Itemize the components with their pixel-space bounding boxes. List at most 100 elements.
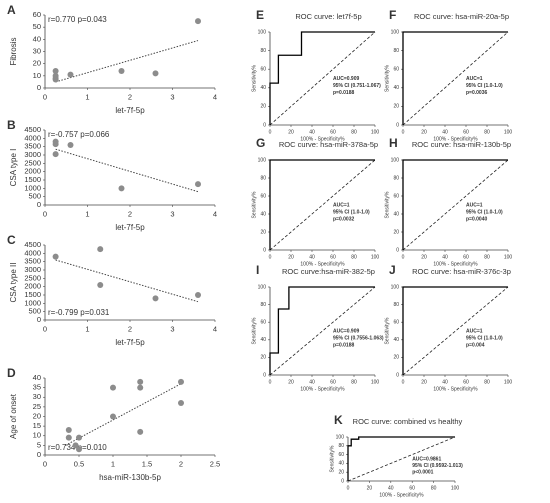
trend-line	[55, 40, 199, 83]
y-tick-label: 20	[260, 355, 266, 361]
trend-line	[55, 259, 199, 303]
y-tick-label: 20	[33, 411, 41, 420]
y-tick-label: 60	[260, 320, 266, 326]
y-tick-label: 80	[393, 302, 399, 308]
trend-line	[55, 148, 199, 193]
x-tick-label: 2	[128, 92, 132, 101]
point	[137, 384, 144, 391]
point	[76, 446, 82, 453]
x-tick-label: 20	[421, 129, 427, 135]
y-axis-label: Fibrosis	[9, 37, 18, 65]
x-tick-label: 2	[128, 209, 132, 218]
y-tick-label: 40	[393, 211, 399, 217]
x-tick-label: 3	[170, 209, 174, 218]
x-tick-label: 2	[128, 324, 132, 333]
x-tick-label: 0	[43, 209, 47, 218]
x-tick-label: 100	[371, 379, 380, 385]
point	[52, 76, 59, 83]
x-axis-label: 100% - Specificity%	[433, 261, 478, 267]
panel-label: I	[256, 263, 259, 277]
y-tick-label: 80	[338, 443, 344, 449]
roc-curve	[269, 31, 375, 125]
x-tick-label: 100	[504, 379, 513, 385]
y-tick-label: 0	[341, 478, 344, 484]
x-axis-label: let-7f-5p	[115, 106, 145, 115]
y-tick-label: 3000	[24, 150, 41, 159]
point	[195, 18, 201, 25]
point	[52, 151, 59, 158]
x-tick-label: 0	[402, 254, 405, 260]
chart-title: ROC curve: let7f-5p	[295, 12, 361, 21]
y-tick-label: 30	[33, 46, 41, 55]
point	[195, 181, 201, 188]
point	[178, 378, 184, 385]
chart-title: ROC curve: hsa-miR-130b-5p	[412, 140, 511, 149]
panel-label: D	[7, 366, 16, 380]
y-axis-label: Sensitivity%	[384, 64, 390, 92]
x-tick-label: 3	[170, 92, 174, 101]
y-tick-label: 0	[396, 247, 399, 253]
annotation: 95% CI (1.0-1.0)	[333, 209, 370, 215]
x-tick-label: 40	[388, 485, 394, 491]
annotation: AUC=1	[333, 202, 350, 208]
x-axis-label: 100% - Specificity%	[379, 492, 424, 498]
x-tick-label: 4	[213, 324, 217, 333]
y-tick-label: 80	[260, 175, 266, 181]
annotation: AUC=1	[466, 328, 483, 334]
x-tick-label: 100	[504, 254, 513, 260]
x-tick-label: 2.5	[210, 459, 220, 468]
y-tick-label: 0	[263, 247, 266, 253]
y-tick-label: 50	[33, 22, 41, 31]
x-tick-label: 80	[351, 254, 357, 260]
x-tick-label: 20	[288, 254, 294, 260]
y-axis-label: Sensitivity%	[251, 317, 257, 345]
x-axis-label: hsa-miR-130b-5p	[99, 473, 161, 482]
roc-curve	[402, 286, 508, 375]
y-tick-label: 20	[393, 355, 399, 361]
panel-label: H	[389, 136, 398, 150]
y-tick-label: 20	[393, 104, 399, 110]
reference-line	[269, 286, 376, 376]
annotation: AUC=1	[466, 76, 483, 82]
chart-title: ROC curve: hsa-miR-376c-3p	[412, 267, 511, 276]
x-tick-label: 2	[179, 459, 183, 468]
x-tick-label: 80	[484, 129, 490, 135]
annotation: p<0.0001	[412, 470, 433, 476]
y-tick-label: 80	[393, 48, 399, 54]
point	[72, 442, 79, 449]
y-tick-label: 4500	[24, 240, 41, 249]
y-tick-label: 100	[258, 29, 267, 35]
panel-label: G	[256, 136, 265, 150]
x-tick-label: 100	[451, 485, 460, 491]
x-tick-label: 80	[351, 379, 357, 385]
y-tick-label: 40	[338, 461, 344, 467]
reference-line	[269, 31, 376, 126]
point	[152, 70, 159, 77]
point	[152, 295, 159, 302]
x-tick-label: 0	[402, 129, 405, 135]
point	[118, 67, 125, 74]
point	[118, 185, 125, 192]
y-tick-label: 2000	[24, 282, 41, 291]
y-tick-label: 80	[260, 48, 266, 54]
y-tick-label: 60	[33, 10, 41, 19]
x-tick-label: 0	[347, 485, 350, 491]
roc-curve	[402, 159, 508, 250]
annotation: AUC=0.909	[333, 76, 359, 82]
x-tick-label: 0	[43, 459, 47, 468]
y-tick-label: 100	[258, 157, 267, 163]
reference-line	[402, 286, 509, 376]
y-axis-label: CSA type I	[9, 149, 18, 187]
y-axis-label: Sensitivity%	[384, 317, 390, 345]
x-axis-label: let-7f-5p	[115, 338, 145, 347]
panel-label: B	[7, 118, 16, 132]
x-tick-label: 60	[409, 485, 415, 491]
x-tick-label: 0	[269, 379, 272, 385]
y-tick-label: 100	[391, 157, 400, 163]
y-tick-label: 60	[260, 67, 266, 73]
annotation: AUC=0.9861	[412, 456, 441, 462]
reference-line	[402, 159, 509, 251]
x-tick-label: 40	[309, 254, 315, 260]
